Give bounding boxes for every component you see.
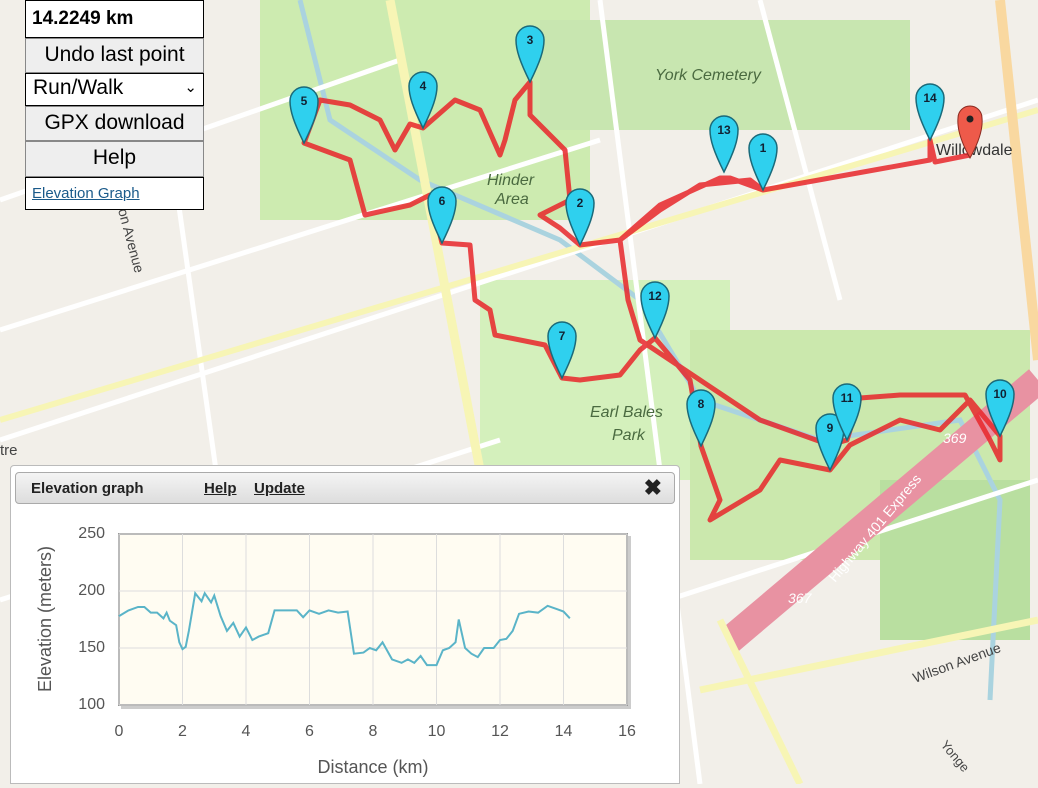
marker-label: 1: [760, 141, 767, 155]
marker-pin: [748, 133, 778, 192]
route-marker: 9: [815, 413, 845, 472]
x-tick-label: 6: [305, 723, 314, 740]
y-tick-label: 100: [78, 696, 105, 713]
map-label: York Cemetery: [655, 67, 762, 84]
marker-pin: [815, 413, 845, 472]
route-marker: 13: [709, 115, 739, 174]
route-marker: 6: [427, 186, 457, 245]
marker-pin: [686, 389, 716, 448]
marker-label: 4: [420, 79, 427, 93]
x-tick-label: 8: [369, 723, 378, 740]
marker-label: 8: [698, 397, 705, 411]
x-tick-label: 10: [428, 723, 446, 740]
route-marker: 1: [748, 133, 778, 192]
route-marker: 4: [408, 71, 438, 130]
marker-label: 6: [439, 194, 446, 208]
marker-pin: [709, 115, 739, 174]
marker-pin: [640, 281, 670, 340]
x-tick-label: 4: [242, 723, 251, 740]
x-tick-label: 0: [115, 723, 124, 740]
route-marker: 11: [832, 383, 862, 442]
panel-update[interactable]: Update: [254, 480, 305, 497]
marker-label: 10: [993, 387, 1007, 401]
elevation-link[interactable]: Elevation Graph: [32, 185, 140, 202]
marker-pin: [289, 86, 319, 145]
marker-label: 2: [577, 196, 584, 210]
marker-label: 12: [648, 289, 662, 303]
marker-label: 3: [527, 33, 534, 47]
marker-pin: [408, 71, 438, 130]
x-tick-label: 2: [178, 723, 187, 740]
map-label: Area: [494, 191, 529, 208]
map-label: Yonge: [938, 737, 973, 775]
elevation-panel: Elevation graph Help Update ✖ Elevation …: [10, 465, 680, 784]
x-axis-label: Distance (km): [317, 757, 428, 777]
undo-button[interactable]: Undo last point: [25, 38, 204, 73]
marker-pin: [427, 186, 457, 245]
mode-value: Run/Walk: [33, 76, 124, 99]
map-label: tre: [0, 442, 18, 459]
route-marker: 8: [686, 389, 716, 448]
marker-pin: [985, 379, 1015, 438]
route-marker: 2: [565, 188, 595, 247]
route-marker: 14: [915, 83, 945, 142]
marker-pin: [832, 383, 862, 442]
x-tick-label: 14: [555, 723, 573, 740]
marker-pin: [915, 83, 945, 142]
marker-pin: [547, 321, 577, 380]
y-tick-label: 200: [78, 582, 105, 599]
end-marker: [957, 105, 983, 160]
marker-label: 7: [559, 329, 566, 343]
help-button[interactable]: Help: [25, 141, 204, 177]
map-label: Park: [612, 427, 646, 444]
mode-select[interactable]: Run/Walk ⌄: [25, 73, 204, 106]
marker-label: 5: [301, 94, 308, 108]
y-axis-label: Elevation (meters): [35, 546, 55, 692]
link-box: Elevation Graph: [25, 177, 204, 210]
distance: 14.2249 km: [25, 0, 204, 38]
marker-pin: [565, 188, 595, 247]
y-tick-label: 150: [78, 639, 105, 656]
marker-pin: [515, 25, 545, 84]
map-label: 367: [788, 590, 813, 606]
x-tick-label: 12: [491, 723, 509, 740]
route-marker: 3: [515, 25, 545, 84]
gpx-button[interactable]: GPX download: [25, 106, 204, 141]
elevation-chart: Elevation (meters) Distance (km) 1001502…: [35, 525, 636, 777]
route-marker: 12: [640, 281, 670, 340]
panel-title: Elevation graph: [31, 480, 144, 497]
route-marker: 10: [985, 379, 1015, 438]
marker-label: 13: [717, 123, 731, 137]
map-label: on Avenue: [115, 207, 148, 275]
x-tick-label: 16: [618, 723, 636, 740]
elevation-line: [118, 590, 571, 667]
panel-header: Elevation graph Help Update ✖: [15, 472, 675, 504]
route-marker: 5: [289, 86, 319, 145]
marker-label: 14: [923, 91, 937, 105]
dropdown-arrow: ⌄: [184, 79, 197, 96]
map-label: Hinder: [487, 172, 535, 189]
y-tick-label: 250: [78, 525, 105, 542]
panel-help[interactable]: Help: [204, 480, 237, 497]
marker-label: 9: [827, 421, 834, 435]
route-marker: 7: [547, 321, 577, 380]
map-label: 369: [943, 430, 967, 446]
route: [301, 79, 1003, 523]
close-button[interactable]: ✖: [643, 475, 662, 500]
map-label: Earl Bales: [590, 404, 663, 421]
marker-label: 11: [841, 391, 854, 405]
